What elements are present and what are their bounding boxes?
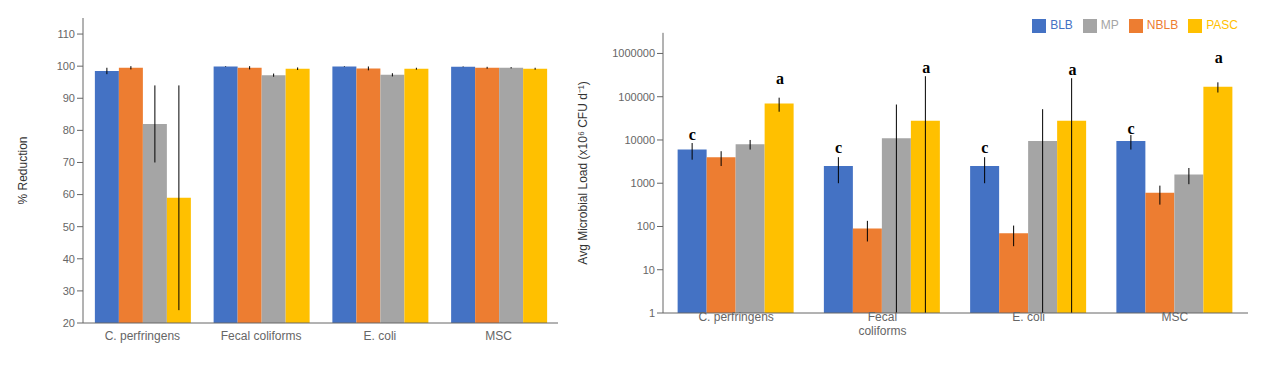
svg-text:MSC: MSC xyxy=(1162,310,1189,324)
svg-text:a: a xyxy=(1069,61,1077,78)
svg-text:c: c xyxy=(981,139,988,156)
svg-text:20: 20 xyxy=(63,317,75,329)
svg-text:c: c xyxy=(689,126,696,143)
svg-text:c: c xyxy=(1127,120,1134,137)
svg-text:60: 60 xyxy=(63,188,75,200)
svg-text:100000: 100000 xyxy=(618,91,655,103)
svg-text:a: a xyxy=(776,70,784,87)
svg-text:100: 100 xyxy=(57,60,75,72)
svg-text:80: 80 xyxy=(63,124,75,136)
svg-text:C. perfringens: C. perfringens xyxy=(105,329,180,343)
svg-text:1000000: 1000000 xyxy=(612,47,655,59)
html-text:MP: MP xyxy=(1100,18,1119,32)
svg-text:30: 30 xyxy=(63,285,75,297)
svg-text:10000: 10000 xyxy=(624,134,655,146)
svg-text:C. perfringens: C. perfringens xyxy=(698,310,773,324)
svg-text:E. coli: E. coli xyxy=(364,329,397,343)
svg-text:10: 10 xyxy=(643,264,655,276)
svg-text:110: 110 xyxy=(57,28,75,40)
svg-text:c: c xyxy=(835,139,842,156)
html-text:NBLB: NBLB xyxy=(1146,18,1179,32)
svg-text:50: 50 xyxy=(63,221,75,233)
svg-text:1: 1 xyxy=(649,307,655,319)
html-text:PASC: PASC xyxy=(1206,18,1238,32)
svg-text:40: 40 xyxy=(63,253,75,265)
svg-text:MSC: MSC xyxy=(485,329,512,343)
svg-text:70: 70 xyxy=(63,156,75,168)
svg-text:Avg Microbial Load (x10⁶ CFU d: Avg Microbial Load (x10⁶ CFU d⁻¹) xyxy=(576,81,590,264)
svg-text:1000: 1000 xyxy=(631,177,655,189)
svg-text:90: 90 xyxy=(63,92,75,104)
svg-text:a: a xyxy=(922,59,930,76)
svg-text:Fecal coliforms: Fecal coliforms xyxy=(221,329,302,343)
svg-text:E. coli: E. coli xyxy=(1012,310,1045,324)
html-text:BLB: BLB xyxy=(1050,18,1073,32)
svg-text:Fecalcoliforms: Fecalcoliforms xyxy=(858,310,906,338)
svg-text:100: 100 xyxy=(637,220,655,232)
svg-text:a: a xyxy=(1215,49,1223,66)
svg-text:% Reduction: % Reduction xyxy=(16,136,30,204)
